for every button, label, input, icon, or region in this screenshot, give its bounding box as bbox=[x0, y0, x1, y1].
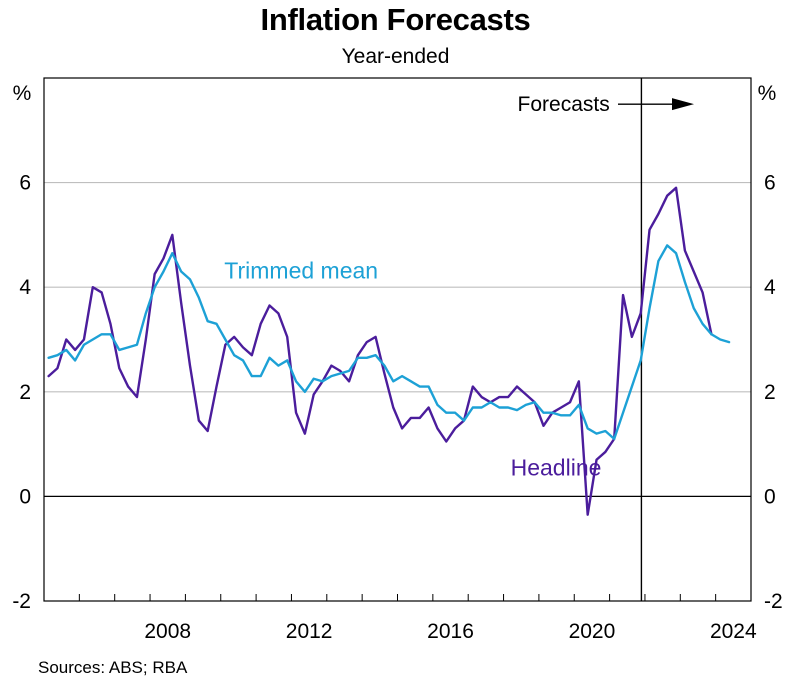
source-note: Sources: ABS; RBA bbox=[38, 658, 188, 677]
x-tick-label-2012: 2012 bbox=[286, 620, 333, 643]
trimmed-mean-label: Trimmed mean bbox=[224, 258, 378, 284]
forecasts-annotation: Forecasts bbox=[518, 93, 610, 116]
series-line-trimmed-mean bbox=[47, 244, 731, 441]
y-unit-right: % bbox=[758, 82, 777, 105]
y-tick-label-left--2: -2 bbox=[12, 590, 31, 613]
headline-label: Headline bbox=[511, 455, 602, 481]
x-tick-label-2016: 2016 bbox=[427, 620, 474, 643]
gridlines bbox=[44, 182, 751, 498]
series-line-headline bbox=[47, 186, 713, 516]
chart-subtitle: Year-ended bbox=[341, 45, 450, 68]
y-tick-label-left-6: 6 bbox=[19, 172, 31, 195]
y-unit-left: % bbox=[13, 82, 32, 105]
chart-labels: 2008 2012 2016 2020 2024 -2 -2 0 0 2 2 4 4 6 6% % Foreca… bbox=[12, 82, 782, 643]
y-tick-label-left-2: 2 bbox=[19, 381, 31, 404]
x-tick-label-2024: 2024 bbox=[710, 620, 757, 643]
y-tick-label-right--2: -2 bbox=[764, 590, 783, 613]
series-lines bbox=[47, 186, 731, 516]
y-tick-label-right-6: 6 bbox=[764, 172, 776, 195]
x-tick-label-2008: 2008 bbox=[144, 620, 191, 643]
y-tick-label-right-4: 4 bbox=[764, 276, 776, 299]
x-tick-label-2020: 2020 bbox=[569, 620, 616, 643]
chart-title: Inflation Forecasts bbox=[260, 2, 531, 37]
forecasts-arrowhead bbox=[672, 98, 694, 111]
y-tick-label-right-0: 0 bbox=[764, 485, 776, 508]
y-tick-label-left-4: 4 bbox=[19, 276, 31, 299]
y-tick-label-right-2: 2 bbox=[764, 381, 776, 404]
y-tick-label-left-0: 0 bbox=[19, 485, 31, 508]
axes bbox=[43, 77, 752, 602]
